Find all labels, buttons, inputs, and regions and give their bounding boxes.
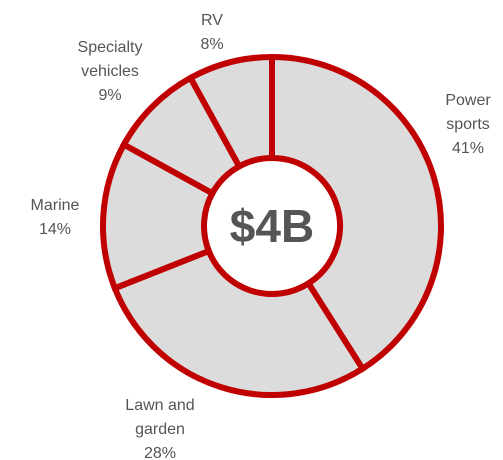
slice-label: Specialty vehicles 9% <box>63 36 158 108</box>
category-name: Lawn and garden <box>125 397 195 438</box>
value-label: 41% <box>451 140 485 157</box>
slice-label: Power sports 41% <box>438 89 498 161</box>
value-label: 9% <box>98 87 122 104</box>
donut-segment <box>186 53 275 171</box>
value-label: 28% <box>143 445 177 460</box>
value-label: 8% <box>200 36 224 53</box>
slice-label: RV 8% <box>192 9 232 57</box>
category-name: Power sports <box>445 92 491 133</box>
category-name: Specialty vehicles <box>77 39 143 80</box>
donut-segment <box>110 247 367 398</box>
slice-label: Lawn and garden 28% <box>110 394 210 460</box>
category-name: Marine <box>30 197 80 214</box>
category-name: RV <box>201 12 223 29</box>
center-text: $4B <box>230 200 314 252</box>
slice-label: Marine 14% <box>20 194 90 242</box>
value-label: 14% <box>38 221 72 238</box>
